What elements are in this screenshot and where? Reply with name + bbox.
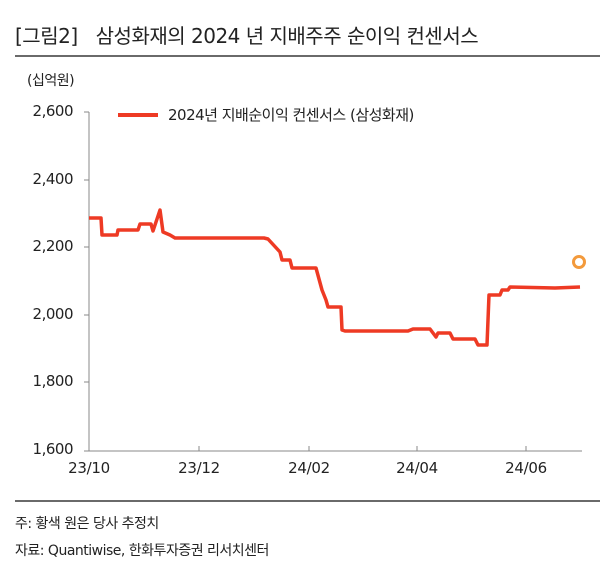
consensus-line (89, 208, 581, 347)
y-tick-1600: 1,600 (32, 440, 74, 458)
figure-tag: [그림2] (15, 24, 78, 48)
figure-title: [그림2] 삼성화재의 2024 년 지배주주 순이익 컨센서스 (15, 20, 479, 49)
axes (84, 111, 582, 452)
chart-legend: 2024년 지배순이익 컨센서스 (삼성화재) (118, 104, 414, 125)
x-tick-24-06: 24/06 (505, 459, 547, 477)
legend-label: 2024년 지배순이익 컨센서스 (삼성화재) (168, 106, 414, 124)
estimate-marker (572, 255, 586, 269)
source-note: 자료: Quantiwise, 한화투자증권 리서치센터 (15, 543, 269, 559)
y-tick-2400: 2,400 (32, 170, 74, 188)
x-tick-23-10: 23/10 (68, 459, 110, 477)
x-tick-23-12: 23/12 (178, 459, 220, 477)
x-tick-24-04: 24/04 (396, 459, 438, 477)
y-tick-1800: 1,800 (32, 372, 74, 390)
footnote: 주: 황색 원은 당사 추정치 (15, 516, 159, 532)
figure-title-text: 삼성화재의 2024 년 지배주주 순이익 컨센서스 (95, 24, 479, 48)
legend-swatch-line (118, 112, 158, 117)
y-axis-unit: (십억원) (27, 73, 75, 89)
y-tick-2000: 2,000 (32, 305, 74, 323)
y-tick-2200: 2,200 (32, 237, 74, 255)
x-tick-24-02: 24/02 (288, 459, 330, 477)
y-tick-2600: 2,600 (32, 102, 74, 120)
bottom-divider (15, 500, 600, 502)
top-divider (15, 55, 600, 57)
